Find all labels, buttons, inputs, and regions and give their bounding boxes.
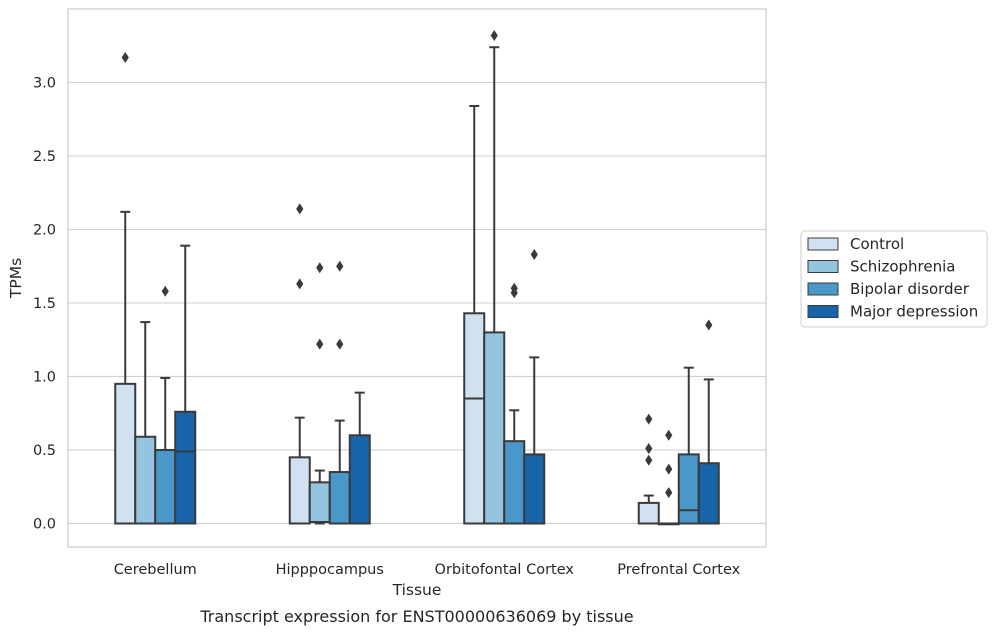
outlier-point [705,319,713,331]
outlier-point [336,338,344,350]
y-tick-label: 0.5 [33,443,56,459]
outlier-point [530,248,538,260]
box-body [328,471,351,525]
y-tick-label: 1.0 [33,369,56,385]
legend-label: Major depression [850,303,978,321]
x-tick-labels: Cerebellum Hipppocampus Orbitofontal Corte… [114,562,741,578]
box-body [503,440,526,525]
box-body [154,448,177,525]
box-schizophrenia [483,29,506,525]
box-body [114,382,137,525]
legend-swatch [807,237,839,251]
box-control [114,52,137,525]
outlier-point [665,463,673,475]
x-tick-label: Orbitofontal Cortex [435,562,575,578]
y-axis-title: TPMs [7,258,25,299]
box-major-depression [174,244,197,525]
outlier-point [665,429,673,441]
outlier-point [316,262,324,274]
y-tick-label: 3.0 [33,75,56,91]
outlier-point [336,260,344,272]
box-body [134,435,157,525]
legend-swatch [807,260,839,273]
x-tick-label: Cerebellum [114,562,197,578]
box-major-depression [697,319,720,525]
y-tick-labels: 0.0 0.5 1.0 1.5 2.0 2.5 3.0 [33,75,56,532]
box-schizophrenia [308,262,331,525]
box-schizophrenia [657,429,680,526]
legend-label: Control [850,235,904,253]
outlier-point [121,52,129,64]
outlier-point [510,282,518,294]
outlier-point [645,443,653,455]
outlier-point [665,487,673,499]
plot-area-frame [67,8,767,548]
box-bipolar-disorder [154,285,177,525]
box-body [483,331,506,525]
outlier-point [645,413,653,425]
box-bipolar-disorder [677,366,700,525]
box-body [463,312,486,525]
boxes [114,29,720,526]
legend-label: Bipolar disorder [850,280,970,298]
y-tick-label: 2.5 [33,149,56,165]
chart-caption: Transcript expression for ENST0000063606… [199,607,633,626]
y-tick-label: 2.0 [33,222,56,238]
outlier-point [645,454,653,466]
x-axis-title: Tissue [392,581,442,599]
outlier-point [490,29,498,41]
box-major-depression [348,391,371,525]
box-major-depression [523,248,546,525]
box-body [174,410,197,525]
legend: Control Schizophrenia Bipolar disorder Majo… [800,230,988,328]
box-body [523,453,546,525]
outlier-point [296,278,304,290]
box-bipolar-disorder [503,282,526,525]
legend-frame [800,230,988,328]
outlier-point [296,203,304,215]
outlier-point [316,338,324,350]
box-bipolar-disorder [328,260,351,525]
box-body [288,456,311,525]
legend-swatch [807,282,839,296]
box-body [308,481,331,524]
box-body [348,434,371,525]
box-control [637,413,660,525]
y-tick-label: 0.0 [33,516,56,532]
x-tick-label: Hipppocampus [276,562,384,578]
x-tick-label: Prefrontal Cortex [617,562,740,578]
box-body [637,501,660,525]
box-body [697,462,720,525]
box-control [463,105,486,525]
box-control [288,203,311,525]
legend-swatch [807,305,839,318]
box-body [677,453,700,525]
outlier-point [161,285,169,297]
legend-label: Schizophrenia [850,258,955,276]
box-schizophrenia [134,321,157,525]
y-tick-label: 1.5 [33,296,56,312]
